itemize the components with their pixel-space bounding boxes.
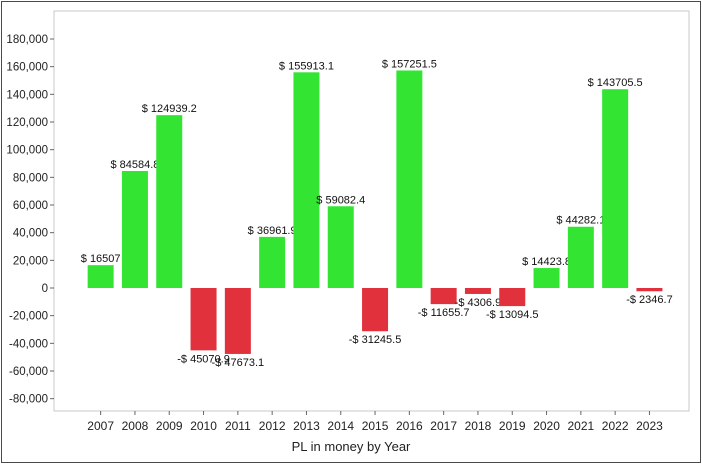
data-label-2020: $ 14423.8 [522,256,571,268]
data-label-2008: $ 84584.8 [110,159,159,171]
bar-2011 [224,288,251,354]
y-tick-label: 20,000 [13,255,48,267]
y-tick-label: 40,000 [13,228,48,240]
x-axis-title: PL in money by Year [291,439,411,454]
x-tick-label-2012: 2012 [259,419,286,433]
bar-2015 [362,288,389,332]
bar-2007 [87,265,114,288]
x-tick-label-2013: 2013 [293,419,320,433]
data-label-2010: -$ 45070.9 [177,353,230,365]
bar-2014 [327,206,354,288]
y-tick-label: 180,000 [6,34,48,46]
x-tick-label-2011: 2011 [225,419,251,433]
bar-2012 [259,236,286,288]
y-tick-label: 80,000 [13,172,48,184]
data-label-2023: -$ 2346.7 [626,294,672,306]
y-tick-label: 100,000 [6,145,48,157]
plot-area [53,10,690,412]
data-label-2019: -$ 13094.5 [486,309,539,321]
data-label-2014: $ 59082.4 [316,194,365,206]
x-tick-label-2021: 2021 [567,419,594,433]
x-tick-label-2020: 2020 [533,419,560,433]
bar-2019 [499,288,526,307]
data-label-2022: $ 143705.5 [588,77,643,89]
bar-2017 [430,288,457,305]
data-label-2017: -$ 11655.7 [418,307,470,319]
x-tick-label-2014: 2014 [327,419,354,433]
data-label-2011: -$ 47673.1 [212,357,265,369]
data-label-2013: $ 155913.1 [279,60,334,72]
bar-2022 [602,89,629,288]
bar-2020 [533,268,560,288]
bar-2008 [121,170,148,288]
x-tick-label-2010: 2010 [190,419,217,433]
x-tick-label-2017: 2017 [430,419,457,433]
data-label-2007: $ 16507 [81,253,121,265]
y-tick-label: -40,000 [9,338,48,350]
x-tick-label-2009: 2009 [156,419,183,433]
bar-2016 [396,70,423,289]
x-tick-label-2022: 2022 [602,419,629,433]
bar-2018 [464,288,491,294]
y-tick-label: 140,000 [6,89,48,101]
x-tick-label-2019: 2019 [499,419,526,433]
data-label-2016: $ 157251.5 [382,58,437,70]
bar-2023 [636,288,663,292]
x-tick-label-2008: 2008 [122,419,149,433]
y-tick-label: -80,000 [9,394,48,406]
y-tick-label: 120,000 [6,117,48,129]
bar-2009 [156,115,183,288]
data-label-2009: $ 124939.2 [142,103,197,115]
bar-2010 [190,288,217,351]
y-tick-label: 0 [42,283,48,295]
y-tick-label: -20,000 [9,311,48,323]
x-tick-label-2015: 2015 [362,419,389,433]
data-label-2018: -$ 4306.9 [455,297,501,309]
y-tick-label: -60,000 [9,366,48,378]
x-tick-label-2023: 2023 [636,419,663,433]
x-tick-label-2007: 2007 [87,419,114,433]
x-tick-label-2016: 2016 [396,419,423,433]
x-tick-label-2018: 2018 [465,419,492,433]
data-label-2021: $ 44282.1 [556,215,605,227]
y-tick-label: 160,000 [6,62,48,74]
bar-2013 [293,72,320,288]
data-label-2012: $ 36961.9 [248,225,297,237]
bar-2021 [567,226,594,288]
y-tick-label: 60,000 [13,200,48,212]
data-label-2015: -$ 31245.5 [349,334,402,346]
